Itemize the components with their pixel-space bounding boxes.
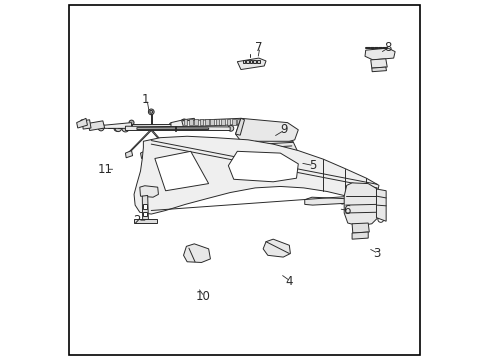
Polygon shape	[215, 119, 219, 126]
Polygon shape	[183, 126, 193, 131]
Polygon shape	[77, 118, 87, 128]
Polygon shape	[182, 118, 244, 127]
Ellipse shape	[129, 120, 134, 125]
Polygon shape	[257, 59, 259, 63]
Polygon shape	[188, 119, 192, 126]
Text: 9: 9	[280, 123, 287, 136]
Polygon shape	[82, 120, 91, 129]
Text: 11: 11	[98, 163, 113, 176]
Polygon shape	[199, 119, 203, 126]
Polygon shape	[137, 128, 208, 130]
Ellipse shape	[237, 119, 244, 126]
Polygon shape	[143, 212, 147, 216]
Ellipse shape	[115, 125, 121, 132]
Ellipse shape	[181, 120, 187, 127]
Polygon shape	[183, 119, 187, 126]
Polygon shape	[255, 141, 297, 160]
Polygon shape	[204, 119, 208, 126]
Polygon shape	[351, 223, 368, 233]
Polygon shape	[140, 150, 147, 158]
Polygon shape	[246, 59, 248, 63]
Polygon shape	[134, 136, 378, 214]
Text: 6: 6	[342, 204, 350, 217]
Polygon shape	[125, 126, 230, 131]
Polygon shape	[142, 195, 148, 220]
Polygon shape	[131, 125, 171, 127]
Polygon shape	[101, 123, 131, 129]
Polygon shape	[242, 59, 244, 63]
Polygon shape	[169, 150, 177, 158]
Polygon shape	[249, 59, 252, 63]
Polygon shape	[221, 119, 224, 126]
Text: 10: 10	[195, 290, 210, 303]
Polygon shape	[351, 232, 367, 239]
Polygon shape	[140, 186, 158, 197]
Ellipse shape	[129, 123, 133, 129]
Text: 1: 1	[142, 93, 149, 106]
Polygon shape	[376, 189, 386, 221]
Polygon shape	[237, 119, 241, 126]
Polygon shape	[370, 59, 386, 68]
Ellipse shape	[122, 125, 129, 132]
Text: 7: 7	[255, 41, 262, 54]
Polygon shape	[344, 183, 377, 226]
Ellipse shape	[180, 119, 187, 126]
Ellipse shape	[148, 109, 154, 115]
Polygon shape	[231, 119, 235, 126]
Polygon shape	[88, 121, 104, 131]
Ellipse shape	[169, 123, 172, 128]
Polygon shape	[304, 197, 345, 205]
Polygon shape	[263, 239, 290, 257]
Ellipse shape	[114, 126, 120, 131]
Text: 8: 8	[384, 41, 391, 54]
Polygon shape	[183, 244, 210, 262]
Ellipse shape	[98, 123, 104, 131]
Polygon shape	[155, 151, 208, 191]
Polygon shape	[228, 151, 298, 182]
Polygon shape	[364, 48, 394, 60]
Polygon shape	[371, 67, 386, 72]
Text: 5: 5	[308, 159, 316, 172]
Polygon shape	[253, 59, 255, 63]
Polygon shape	[235, 118, 244, 135]
Polygon shape	[210, 119, 214, 126]
Polygon shape	[125, 150, 132, 158]
Polygon shape	[134, 219, 156, 223]
Text: 3: 3	[373, 247, 380, 260]
Text: 4: 4	[285, 275, 292, 288]
Polygon shape	[143, 204, 147, 210]
Polygon shape	[194, 119, 198, 126]
Text: 2: 2	[133, 214, 141, 227]
Polygon shape	[226, 119, 230, 126]
Ellipse shape	[147, 185, 151, 188]
Polygon shape	[235, 118, 298, 144]
Polygon shape	[183, 118, 195, 124]
Ellipse shape	[227, 126, 233, 131]
Polygon shape	[171, 120, 184, 129]
Polygon shape	[237, 58, 265, 69]
